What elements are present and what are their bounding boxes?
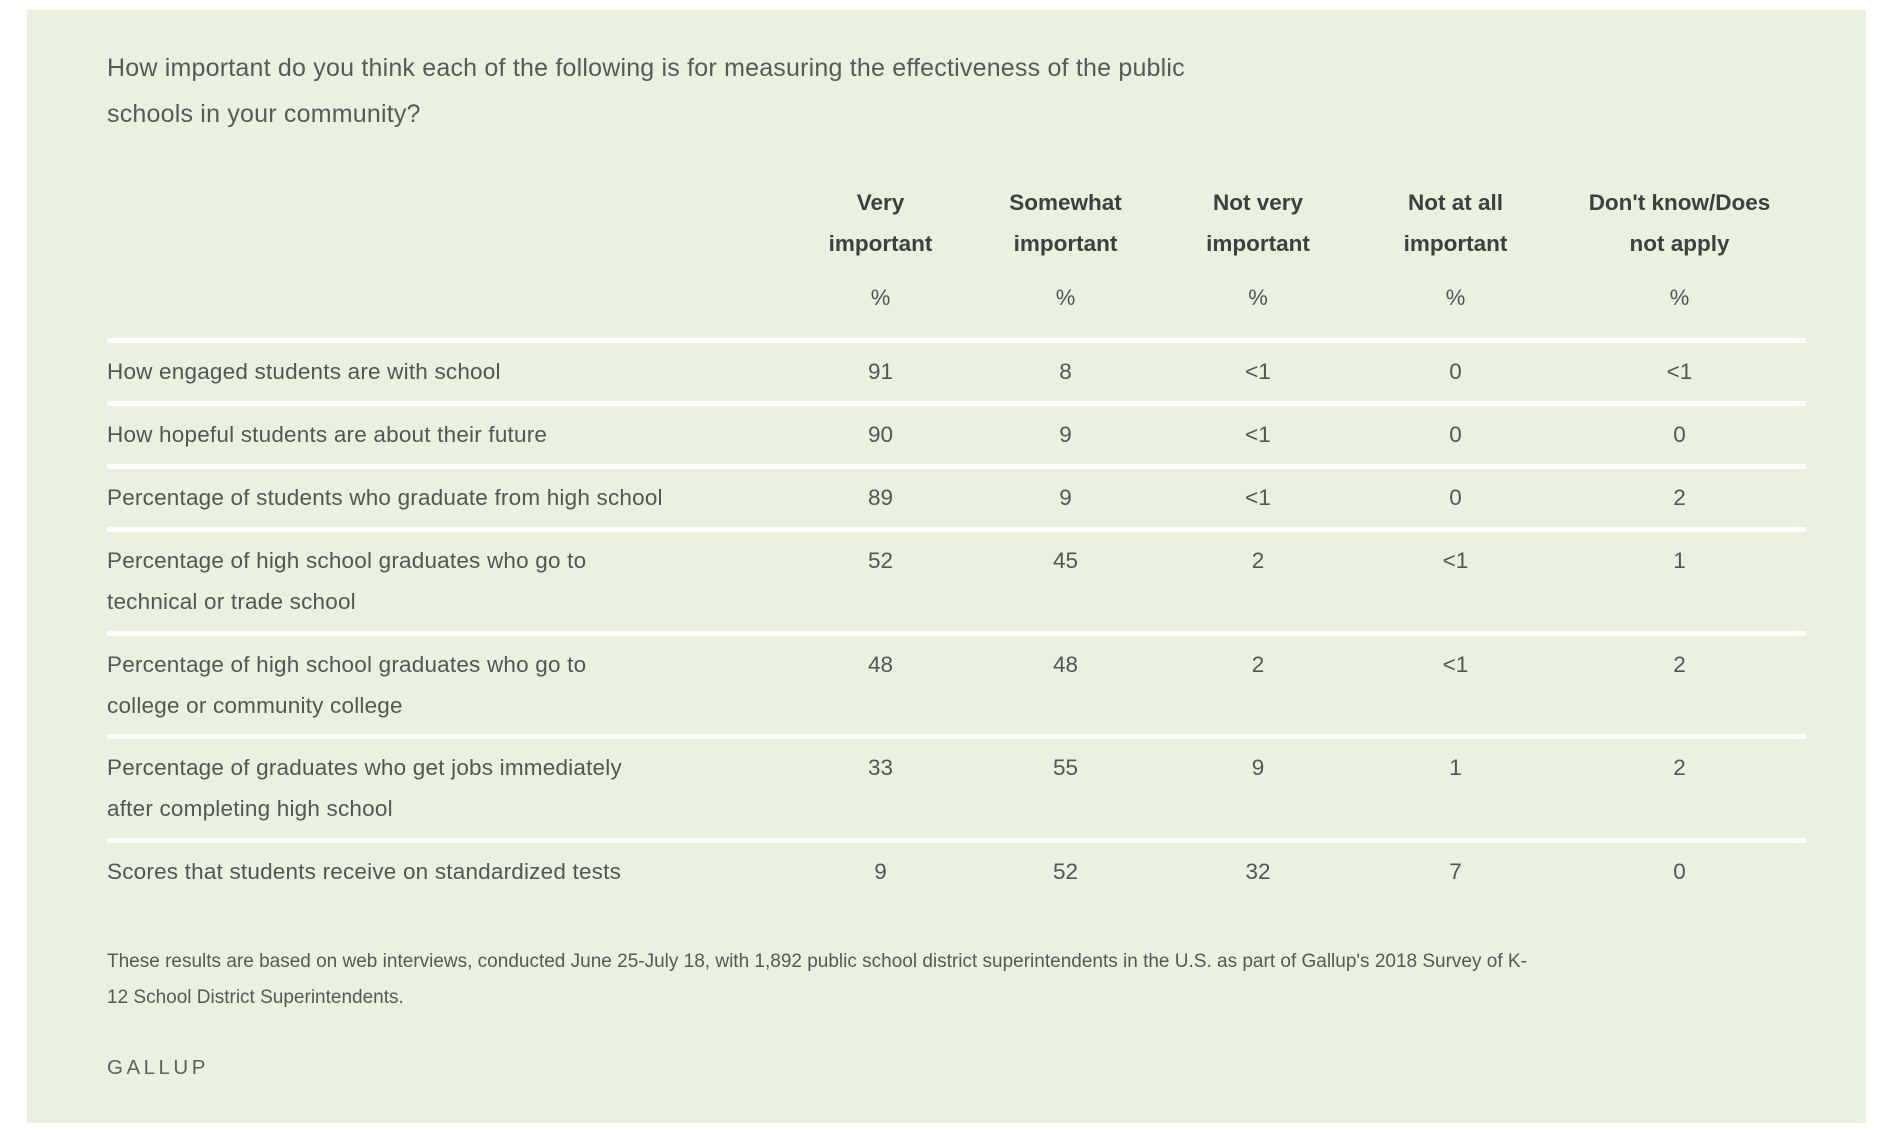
- table-cell: 32: [1158, 838, 1358, 902]
- unit-percent: %: [870, 284, 891, 310]
- table-cell: 48: [973, 630, 1158, 737]
- unit-empty-corner: [107, 265, 788, 341]
- table-row: Percentage of high school graduates who …: [107, 526, 1806, 634]
- survey-question-title: How important do you think each of the f…: [107, 54, 1185, 128]
- table-cell: 9: [973, 400, 1158, 467]
- table-cell: 0: [1358, 400, 1553, 467]
- unit-percent: %: [1248, 284, 1268, 310]
- table-cell: <1: [1158, 337, 1358, 404]
- table-cell: <1: [1358, 630, 1553, 737]
- column-header-very-important: Very important: [828, 190, 933, 256]
- unit-percent: %: [1055, 284, 1076, 310]
- table-cell: 0: [1358, 337, 1553, 404]
- header-row: Very important Somewhat important Not ve…: [107, 183, 1806, 265]
- table-cell: 0: [1553, 838, 1806, 902]
- table-cell: 1: [1358, 734, 1553, 841]
- table-cell: <1: [1358, 526, 1553, 634]
- table-row: How hopeful students are about their fut…: [107, 400, 1806, 467]
- row-label: How engaged students are with school: [107, 337, 788, 404]
- table-cell: 55: [973, 734, 1158, 841]
- table-header: Very important Somewhat important Not ve…: [107, 183, 1806, 340]
- table-cell: 9: [788, 838, 973, 902]
- table-cell: 9: [973, 463, 1158, 530]
- methodology-note: These results are based on web interview…: [107, 951, 1527, 1009]
- table-body: How engaged students are with school 91 …: [107, 337, 1806, 902]
- results-table: Very important Somewhat important Not ve…: [107, 183, 1806, 902]
- table-row: How engaged students are with school 91 …: [107, 337, 1806, 404]
- card-content: How important do you think each of the f…: [27, 10, 1866, 1080]
- row-label: Percentage of students who graduate from…: [107, 463, 788, 530]
- gallup-logo: GALLUP: [107, 1056, 209, 1080]
- table-cell: 2: [1158, 526, 1358, 634]
- row-label: How hopeful students are about their fut…: [107, 400, 788, 467]
- column-header-dont-know: Don't know/Does not apply: [1588, 190, 1771, 256]
- table-cell: 33: [788, 734, 973, 841]
- unit-percent: %: [1669, 284, 1690, 310]
- table-cell: <1: [1553, 337, 1806, 404]
- table-cell: <1: [1158, 400, 1358, 467]
- table-cell: 52: [788, 526, 973, 634]
- table-cell: 2: [1553, 630, 1806, 737]
- table-cell: 8: [973, 337, 1158, 404]
- table-row: Percentage of students who graduate from…: [107, 463, 1806, 530]
- table-cell: 0: [1358, 463, 1553, 530]
- row-label: Scores that students receive on standard…: [107, 838, 788, 902]
- row-label: Percentage of graduates who get jobs imm…: [107, 734, 788, 841]
- table-row: Percentage of graduates who get jobs imm…: [107, 734, 1806, 841]
- gallup-table-card: How important do you think each of the f…: [27, 10, 1866, 1123]
- row-label: Percentage of high school graduates who …: [107, 526, 788, 634]
- table-cell: 0: [1553, 400, 1806, 467]
- table-cell: 2: [1158, 630, 1358, 737]
- table-row: Scores that students receive on standard…: [107, 838, 1806, 902]
- table-cell: 9: [1158, 734, 1358, 841]
- table-cell: 7: [1358, 838, 1553, 902]
- header-empty-corner: [107, 183, 788, 265]
- table-cell: 1: [1553, 526, 1806, 634]
- table-cell: 89: [788, 463, 973, 530]
- table-cell: 45: [973, 526, 1158, 634]
- column-header-not-at-all-important: Not at all important: [1403, 190, 1508, 256]
- table-row: Percentage of high school graduates who …: [107, 630, 1806, 737]
- unit-row: % % % % %: [107, 265, 1806, 341]
- table-cell: 90: [788, 400, 973, 467]
- column-header-somewhat-important: Somewhat important: [1009, 190, 1122, 256]
- column-header-not-very-important: Not very important: [1206, 190, 1310, 256]
- table-cell: <1: [1158, 463, 1358, 530]
- row-label: Percentage of high school graduates who …: [107, 630, 788, 737]
- table-cell: 91: [788, 337, 973, 404]
- unit-percent: %: [1445, 284, 1466, 310]
- table-cell: 48: [788, 630, 973, 737]
- table-cell: 52: [973, 838, 1158, 902]
- table-cell: 2: [1553, 734, 1806, 841]
- table-cell: 2: [1553, 463, 1806, 530]
